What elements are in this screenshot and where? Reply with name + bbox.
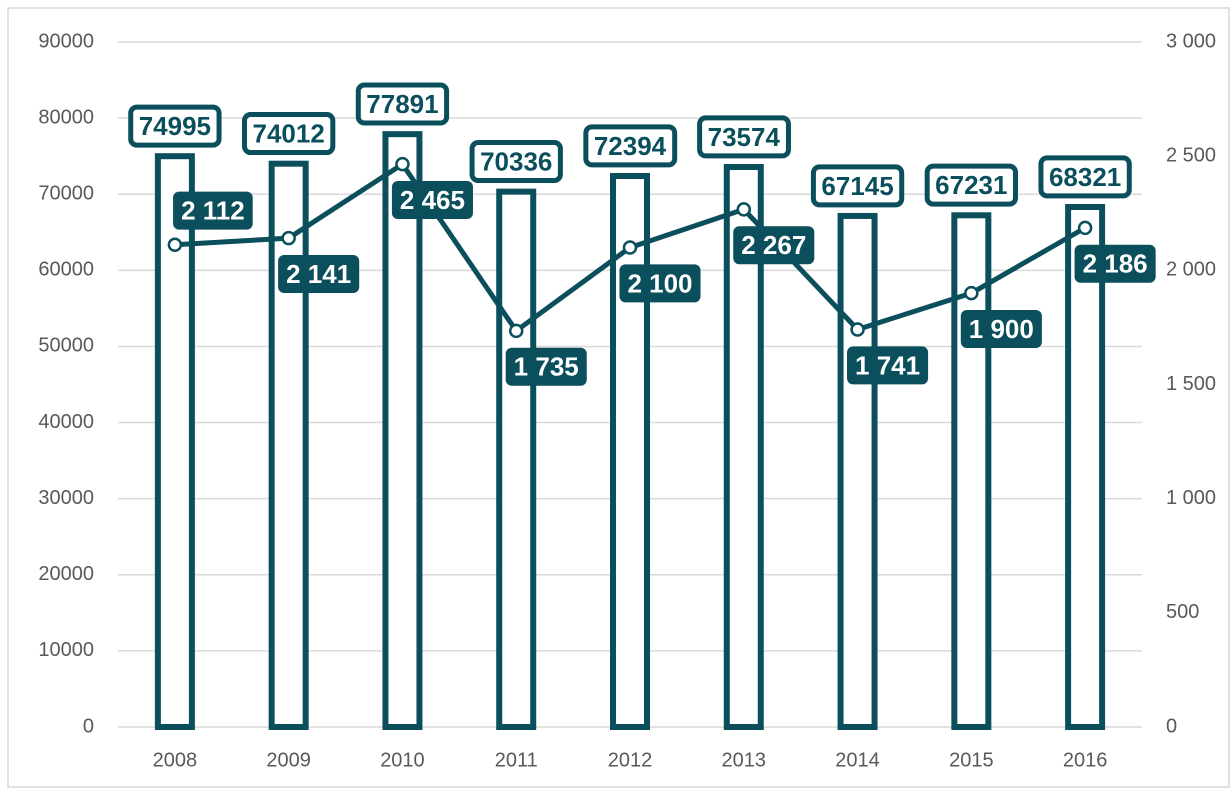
line-point (736, 202, 752, 217)
line-label-box (173, 191, 253, 230)
line-value-label: 2 465 (400, 185, 465, 215)
bar-label-box (128, 104, 222, 148)
y2-tick-label: 2 000 (1166, 259, 1216, 281)
bar-value-label: 68321 (1049, 162, 1121, 192)
bar-label-box (242, 112, 336, 156)
bar-label-box (355, 82, 450, 126)
bar (1065, 204, 1106, 730)
line-label-box (278, 255, 360, 294)
line-label-box (847, 346, 929, 385)
bar (268, 160, 309, 730)
x-tick-label: 2016 (1063, 749, 1108, 771)
y2-tick-label: 1 500 (1166, 373, 1216, 395)
y2-tick-label: 0 (1166, 715, 1177, 737)
bar (382, 131, 423, 730)
y-tick-label: 70000 (38, 183, 94, 205)
bar-value-label: 67231 (935, 170, 1007, 200)
x-tick-label: 2015 (949, 749, 994, 771)
line-point (964, 285, 979, 301)
y-tick-label: 80000 (38, 106, 94, 128)
line-value-label: 2 141 (286, 259, 351, 289)
line-label-box (619, 264, 701, 303)
y2-tick-label: 2 500 (1166, 144, 1216, 166)
y2-tick-label: 500 (1166, 601, 1199, 623)
line-point (167, 237, 183, 253)
bar-label-box (697, 115, 791, 159)
line-value-label: 1 741 (855, 350, 920, 380)
line-label-box (391, 181, 473, 220)
bar-value-label: 70336 (480, 147, 552, 177)
line-value-label: 2 267 (741, 230, 806, 260)
line-label-box (733, 226, 815, 265)
y-tick-label: 20000 (38, 563, 94, 585)
bar-label-box (1038, 155, 1132, 199)
y-tick-label: 50000 (38, 335, 94, 357)
line-value-label: 2 186 (1083, 249, 1148, 279)
bar-label-box (469, 140, 563, 184)
x-tick-label: 2012 (608, 749, 653, 771)
x-tick-label: 2009 (266, 749, 311, 771)
line-value-label: 1 900 (969, 314, 1034, 344)
line-point (281, 230, 296, 246)
x-tick-label: 2010 (380, 749, 425, 771)
bar-value-label: 77891 (366, 89, 438, 119)
line-point (1077, 220, 1093, 236)
bar-label-box (583, 124, 678, 168)
y-tick-label: 10000 (38, 639, 94, 661)
bar-value-label: 67145 (821, 171, 893, 201)
bar-value-label: 72394 (594, 131, 667, 161)
bar (837, 212, 878, 731)
y2-tick-label: 3 000 (1166, 30, 1216, 52)
y2-tick-label: 1 000 (1166, 487, 1216, 509)
y-tick-label: 90000 (38, 30, 94, 52)
bar (496, 188, 537, 730)
bar (951, 212, 992, 730)
y-tick-label: 60000 (38, 259, 94, 281)
bar-label-box (810, 164, 905, 208)
line-label-box (505, 347, 587, 386)
bar-value-label: 73574 (708, 122, 781, 152)
y-tick-label: 0 (83, 715, 94, 737)
y-tick-label: 30000 (38, 487, 94, 509)
line-label-box (960, 310, 1042, 349)
line-point (622, 240, 638, 255)
line-value-label: 2 100 (627, 268, 692, 298)
y-tick-label: 40000 (38, 411, 94, 433)
line-value-label: 2 112 (181, 196, 245, 226)
line-point (395, 156, 410, 172)
line-point (508, 323, 524, 339)
bar-value-label: 74012 (253, 119, 325, 149)
x-tick-label: 2013 (722, 749, 767, 771)
x-tick-label: 2011 (495, 749, 538, 771)
bar-label-box (924, 163, 1018, 207)
line-label-box (1074, 244, 1156, 283)
x-tick-label: 2014 (835, 749, 880, 771)
bar-value-label: 74995 (139, 111, 211, 141)
line-point (850, 322, 865, 337)
line-value-label: 1 735 (514, 352, 579, 382)
x-tick-label: 2008 (153, 749, 198, 771)
